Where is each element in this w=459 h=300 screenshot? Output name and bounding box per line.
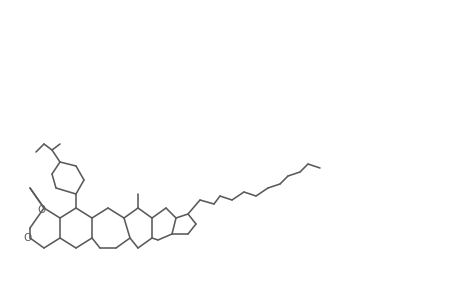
Text: O: O [38,205,46,215]
Text: O: O [24,233,32,243]
